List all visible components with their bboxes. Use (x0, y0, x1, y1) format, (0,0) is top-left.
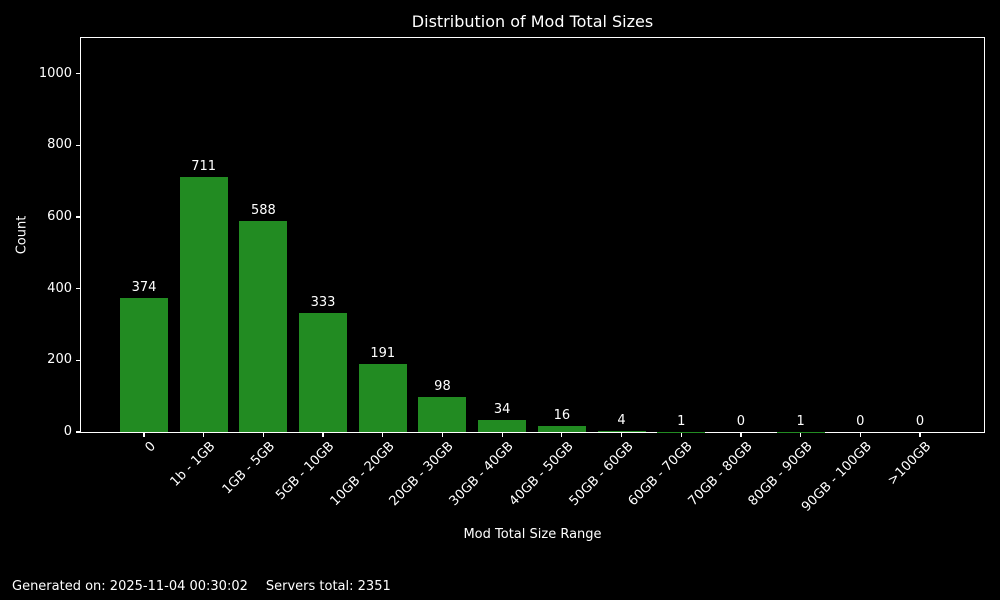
bar (179, 177, 228, 432)
y-tick-label: 200 (47, 352, 72, 368)
bar (418, 396, 467, 432)
bar-value-label: 0 (736, 414, 746, 429)
footer-generated-on: Generated on: 2025-11-04 00:30:02 (12, 579, 248, 594)
y-axis-tick (76, 144, 80, 147)
x-axis-tick (203, 433, 205, 437)
y-tick-label: 1000 (38, 65, 72, 81)
x-tick-label-text: 5GB - 10GB (273, 439, 338, 504)
y-axis-tick (76, 359, 80, 361)
x-axis-tick (680, 433, 682, 437)
x-axis-tick (441, 433, 444, 437)
x-axis-label: Mod Total Size Range (463, 527, 602, 542)
bar (597, 430, 646, 432)
bar-value-label: 711 (191, 159, 217, 175)
bar (120, 298, 168, 432)
footer: Generated on: 2025-11-04 00:30:02 Servers… (12, 579, 409, 594)
bar-value-label: 1 (796, 413, 805, 429)
x-axis-tick (262, 433, 264, 437)
x-tick-label-text: >100GB (885, 439, 935, 489)
y-axis-tick (76, 431, 80, 433)
bar-value-label: 4 (617, 412, 626, 428)
bar (537, 426, 586, 432)
x-axis-tick (501, 433, 503, 437)
bar-value-label: 98 (434, 378, 451, 394)
chart-title: Distribution of Mod Total Sizes (411, 12, 654, 31)
y-axis-tick (76, 216, 80, 218)
y-tick-label: 400 (47, 280, 72, 296)
bar-value-label: 0 (915, 414, 925, 429)
bar-value-label: 333 (310, 294, 336, 310)
bar-value-label: 34 (493, 401, 511, 417)
x-axis-tick (620, 433, 623, 437)
x-axis-tick (561, 433, 563, 437)
bar-value-label: 191 (370, 345, 396, 361)
bar-value-label: 1 (677, 413, 686, 429)
x-tick-label-text: 1GB - 5GB (219, 439, 278, 498)
y-axis-tick (76, 73, 80, 75)
bar (358, 363, 407, 432)
y-tick-label: 0 (63, 424, 72, 439)
x-tick-label-text: 1b - 1GB (167, 439, 219, 490)
y-axis-tick (76, 288, 80, 290)
x-axis-tick (859, 433, 861, 437)
plot-area: 0 200 400 600 800 1000 374 0 711 1b - 1GB 588 1GB -… (39, 37, 985, 515)
bar (478, 419, 527, 432)
bar-value-label: 0 (856, 414, 865, 429)
bar (239, 221, 288, 432)
x-axis-tick (322, 433, 324, 437)
x-axis-tick (382, 433, 384, 437)
x-axis-tick (143, 433, 145, 437)
y-tick-label: 800 (47, 137, 72, 153)
x-axis-tick (919, 433, 921, 437)
bar-value-label: 374 (131, 280, 157, 296)
x-axis-tick (800, 433, 802, 437)
x-axis-tick (740, 433, 742, 437)
footer-servers-total: Servers total: 2351 (265, 579, 391, 594)
y-tick-label: 600 (47, 209, 72, 225)
x-tick-label-text: 0 (142, 439, 159, 456)
bar-value-label: 588 (250, 203, 276, 219)
bar (299, 312, 348, 432)
bar-value-label: 16 (553, 408, 571, 424)
